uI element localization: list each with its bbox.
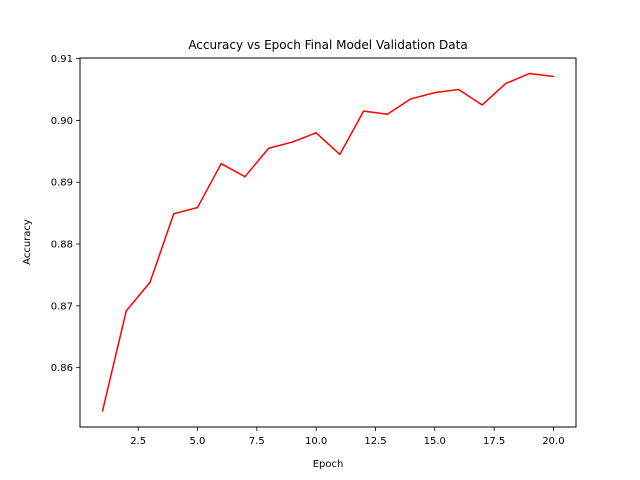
data-point [386,113,389,115]
data-point [362,110,365,112]
y-tick-label: 0.87 [51,301,73,312]
data-point [481,104,484,106]
x-tick-label: 2.5 [130,436,146,447]
data-point [149,281,151,284]
x-tick-label: 12.5 [364,436,386,447]
y-axis-label: Accuracy [22,219,33,265]
x-tick-label: 17.5 [483,436,505,447]
data-point [267,147,270,149]
data-point [244,175,246,178]
data-point [220,162,222,165]
data-point [434,91,436,94]
x-tick-label: 7.5 [249,436,265,447]
data-point [196,206,199,209]
data-point [101,410,104,412]
data-point [315,132,317,134]
data-point [528,72,531,75]
data-point [505,82,507,85]
x-tick-label: 20.0 [542,436,564,447]
x-axis: 2.5 5.0 7.5 10.0 12.5 15.0 17.5 20.0 [130,427,565,447]
data-point [457,88,460,91]
plot-area [101,72,555,412]
data-point [552,75,555,78]
y-tick-label: 0.89 [51,178,73,189]
x-tick-label: 15.0 [424,436,446,447]
x-tick-label: 5.0 [190,436,206,447]
data-point [410,98,412,100]
y-tick-label: 0.91 [51,54,73,65]
y-axis: 0.86 0.87 0.88 0.89 0.90 0.91 [51,54,80,374]
data-point [339,153,341,156]
chart-title: Accuracy vs Epoch Final Model Validation… [188,38,467,52]
data-point [125,310,128,312]
x-axis-label: Epoch [313,459,344,470]
data-point [172,213,175,215]
y-tick-label: 0.90 [51,116,73,127]
data-point [291,141,294,143]
y-tick-label: 0.88 [51,240,73,251]
x-tick-label: 10.0 [305,436,327,447]
accuracy-series-line [101,72,554,412]
y-tick-label: 0.86 [51,363,73,374]
axes-frame [79,57,577,428]
